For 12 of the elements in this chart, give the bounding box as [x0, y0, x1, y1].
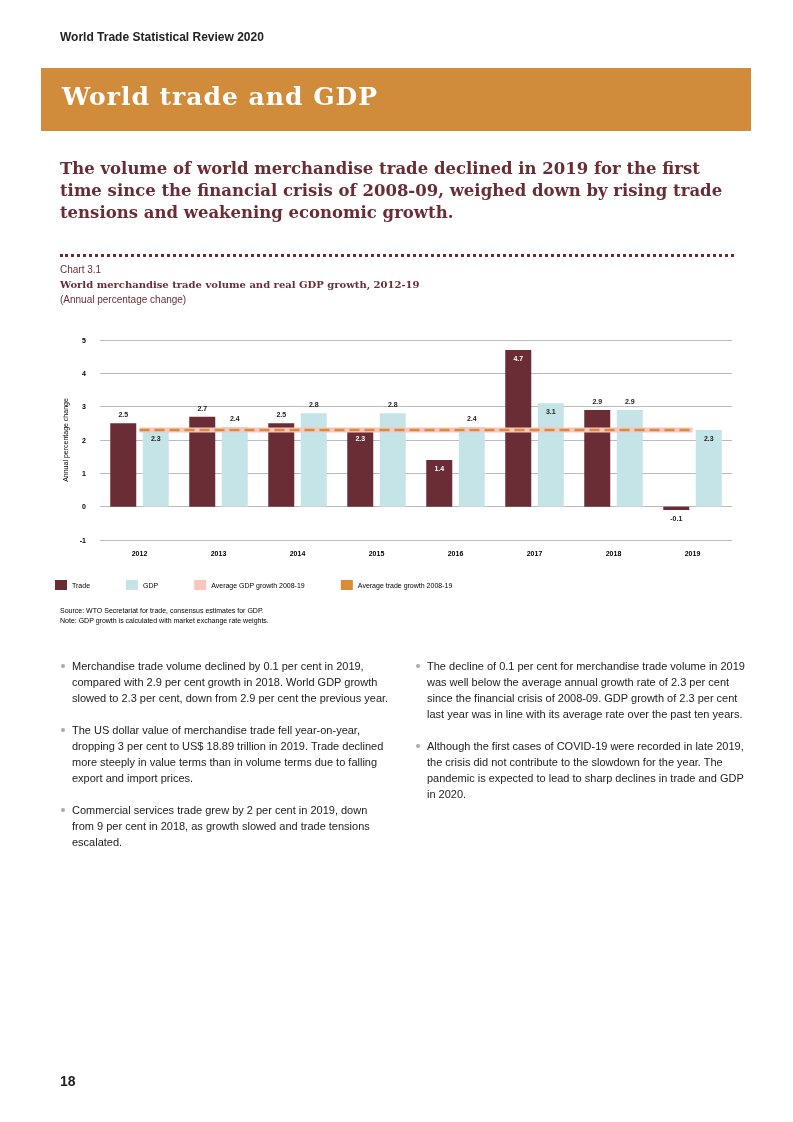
text: 18	[60, 1073, 76, 1089]
text: Merchandise trade volume declined by 0.1 per cent in 2019, compared with 2.9 per cent growth in 2018. World GDP growth slowed to 2.3 per cent, down from 2.9 per cent the previous year.	[71, 659, 390, 706]
text: The volume of world merchandise trade declined in 2019 for the first time since the financial crisis of 2008-09, weighed down by rising trade tensions and weakening economic growth.	[60, 159, 723, 222]
text: Commercial services trade grew by 2 per cent in 2019, down from 9 per cent in 2018, as growth slowed and trade tensions escalated.	[71, 803, 371, 850]
chart-title: World merchandise trade volume and real GDP growth, 2012-19	[60, 279, 420, 290]
text: The US dollar value of merchandise trade fell year-on-year, dropping 3 per cent to US$ 18.89 trillion in 2019. Trade declined more steeply in value terms than in volume terms due to falling export and import prices.	[71, 723, 385, 786]
text: World trade and GDP	[62, 82, 378, 111]
caption: Chart 3.1	[60, 264, 102, 275]
text: Although the first cases of COVID-19 were recorded in late 2019, the crisis did not contribute to the slowdown for the year. The pandemic is expected to lead to sharp declines in trade and GDP in 2020.	[426, 739, 745, 802]
text: The decline of 0.1 per cent for merchandise trade volume in 2019 was well below the average annual growth rate of 2.3 per cent since the financial crisis of 2008-09. GDP growth of 2.3 per cent last year was in line with its average rate over the past ten years.	[426, 659, 745, 722]
chart-subtitle: (Annual percentage change)	[60, 294, 187, 305]
text: World Trade Statistical Review 2020	[60, 30, 264, 44]
